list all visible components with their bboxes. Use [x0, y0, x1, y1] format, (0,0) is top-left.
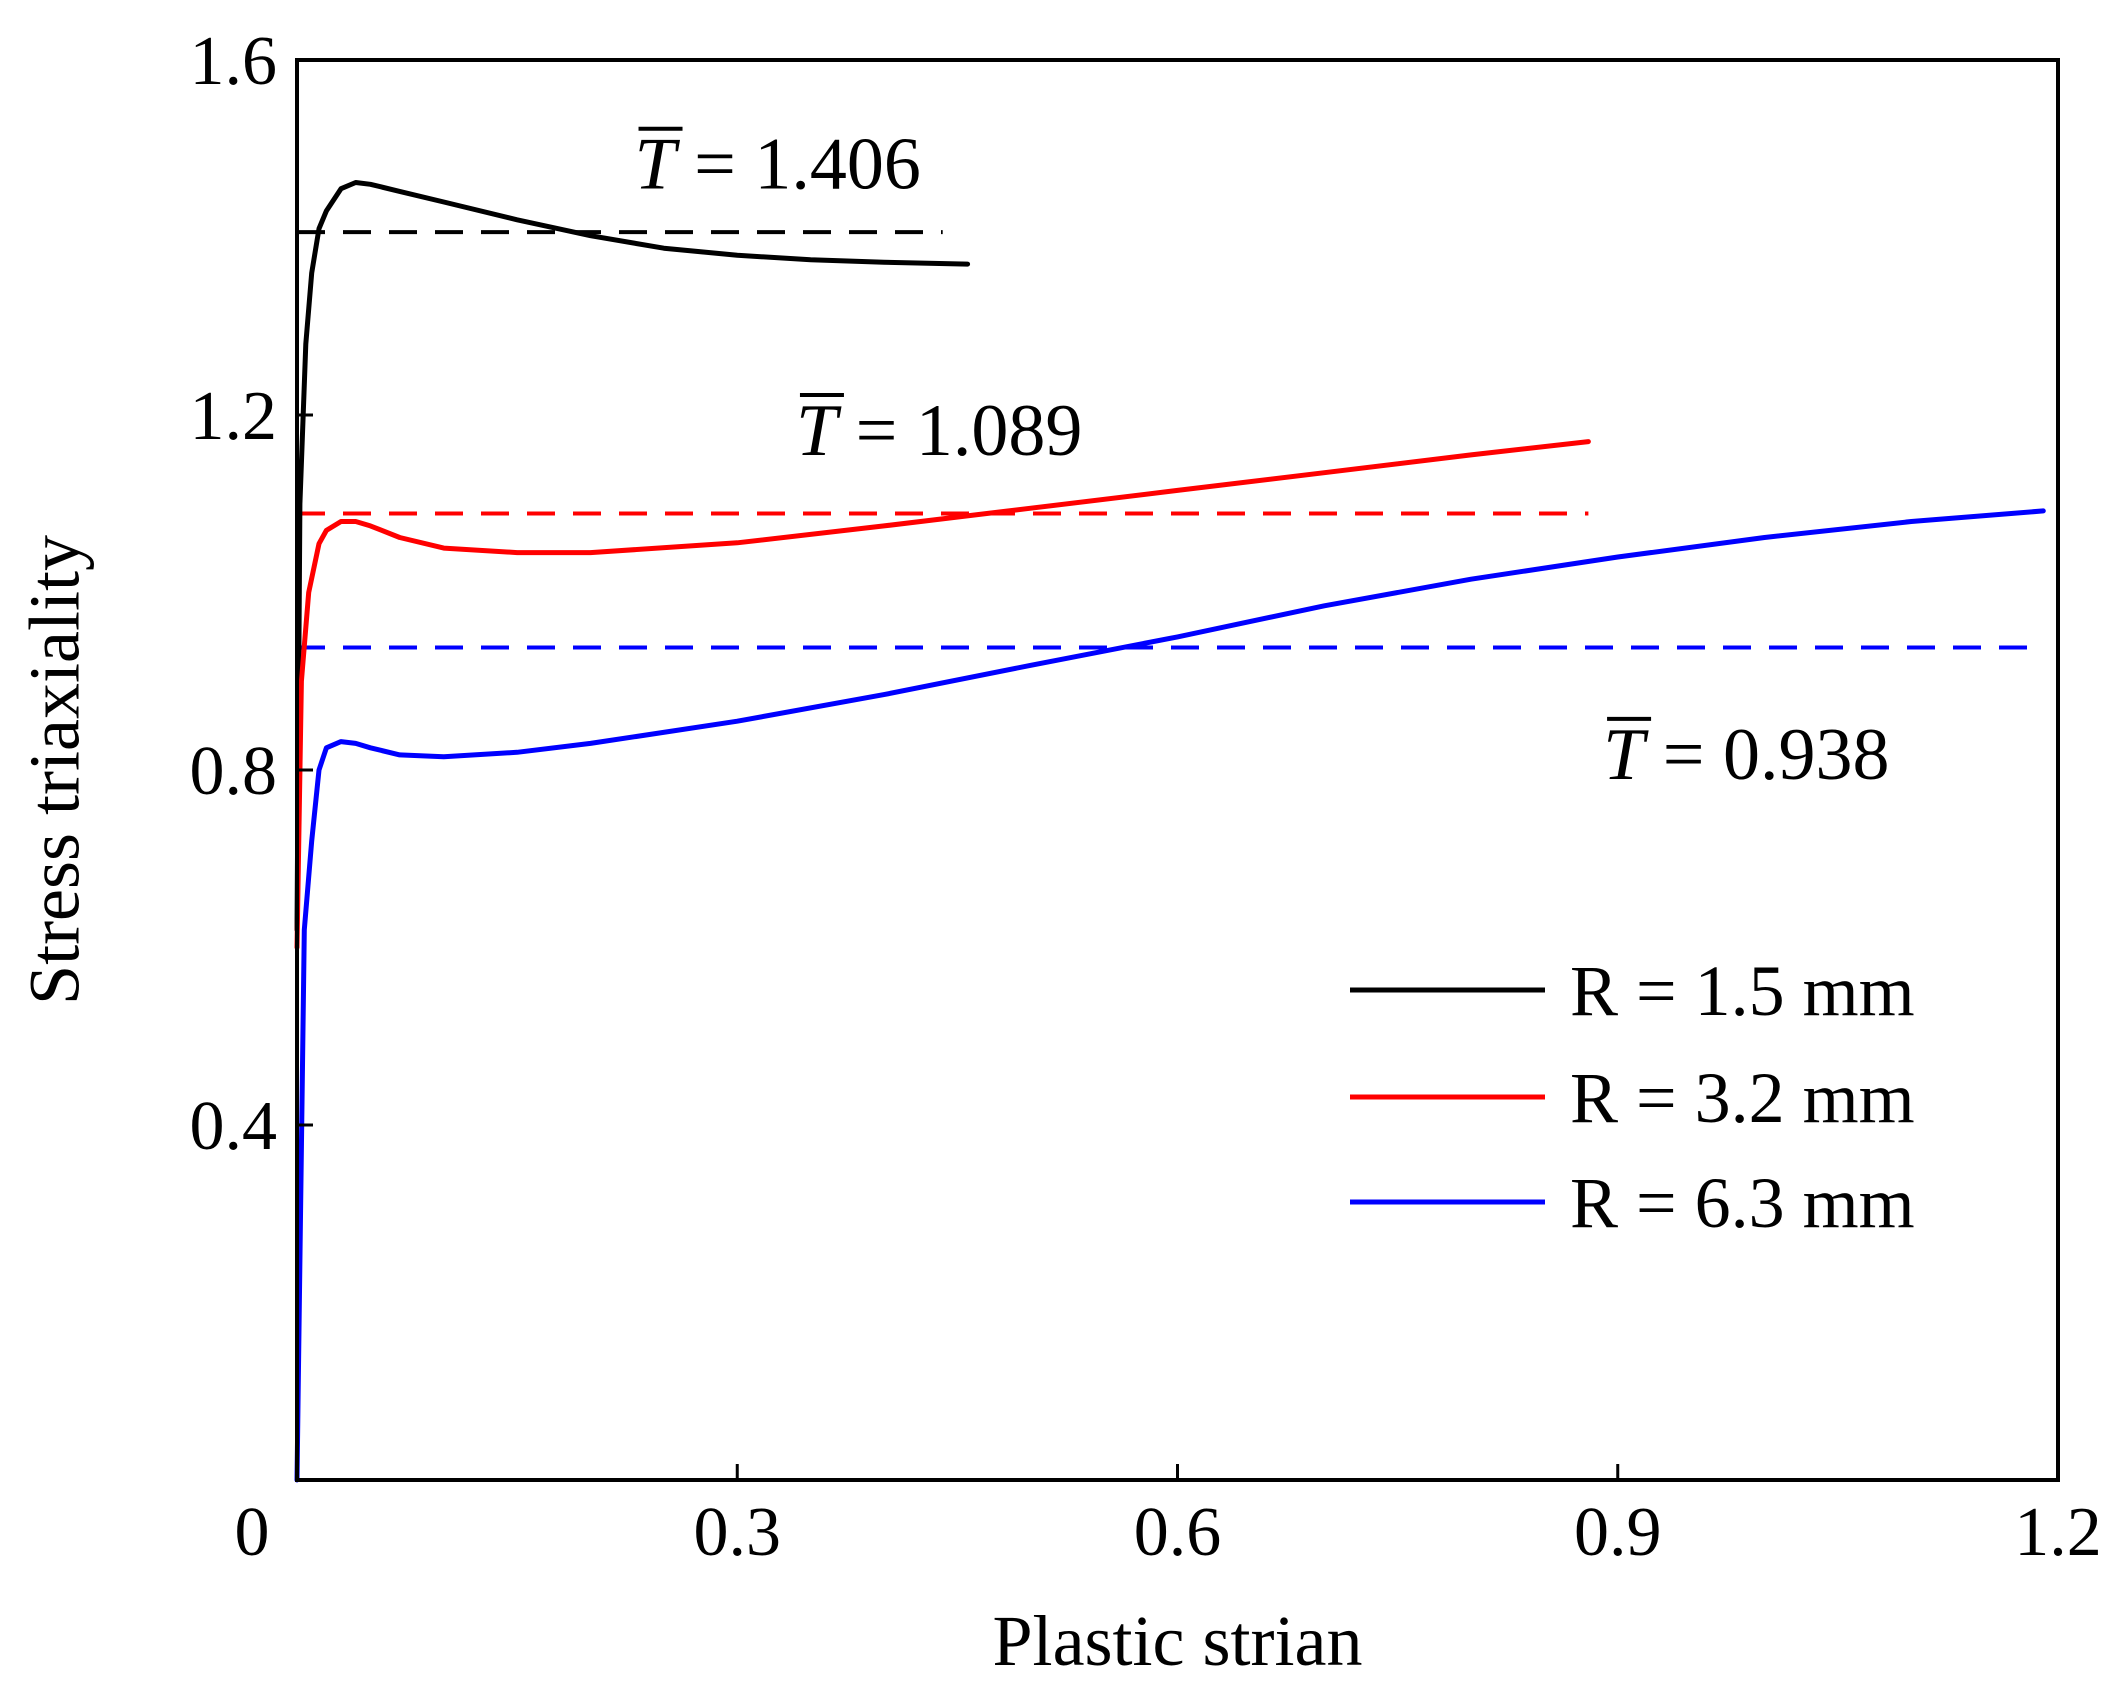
- series-line: [294, 180, 971, 933]
- mean-value: = 0.938: [1644, 714, 1889, 796]
- x-axis-title: Plastic strian: [993, 1601, 1363, 1681]
- x-tick-label: 0.6: [1134, 1494, 1222, 1571]
- legend-label: R = 6.3 mm: [1570, 1163, 1915, 1243]
- legend-label: R = 1.5 mm: [1570, 951, 1915, 1031]
- y-tick-label: 1.2: [190, 378, 278, 455]
- x-tick-label: 1.2: [2014, 1494, 2102, 1571]
- mean-symbol: T: [796, 390, 842, 472]
- series-line: [294, 508, 2046, 1483]
- mean-value-label: T = 1.089: [796, 390, 1082, 472]
- mean-value: = 1.406: [676, 124, 921, 206]
- mean-value: = 1.089: [837, 390, 1082, 472]
- y-tick-label: 0: [235, 1494, 270, 1571]
- y-tick-label: 0.8: [190, 733, 278, 810]
- y-axis-title: Stress triaxiality: [15, 535, 95, 1005]
- mean-symbol: T: [1603, 714, 1649, 796]
- axis-ticks: 0.3 0.6 0.9 1.2 0 0.4 0.8 1.2 1.6: [190, 23, 2102, 1571]
- mean-symbol: T: [635, 124, 681, 206]
- mean-value-label: T = 1.406: [635, 124, 921, 206]
- plot-area: [294, 180, 2046, 1483]
- series-line: [294, 439, 1591, 950]
- x-tick-label: 0.9: [1574, 1494, 1662, 1571]
- mean-value-label: T = 0.938: [1603, 714, 1889, 796]
- y-tick-label: 1.6: [190, 23, 278, 100]
- y-tick-label: 0.4: [190, 1088, 278, 1165]
- x-tick-label: 0.3: [694, 1494, 782, 1571]
- legend: R = 1.5 mm R = 3.2 mm R = 6.3 mm: [1350, 951, 1915, 1243]
- legend-label: R = 3.2 mm: [1570, 1058, 1915, 1138]
